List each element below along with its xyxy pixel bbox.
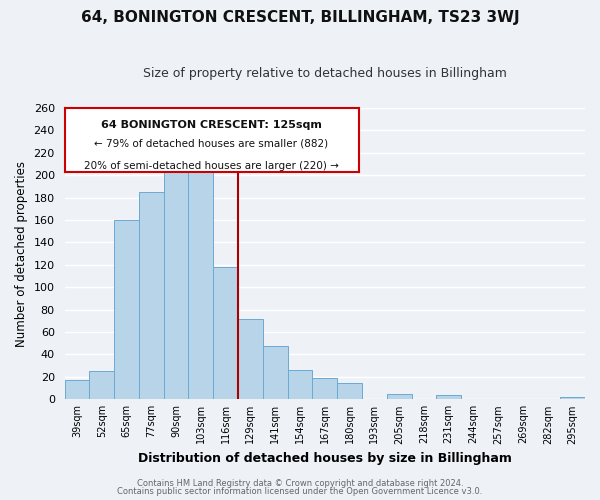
Title: Size of property relative to detached houses in Billingham: Size of property relative to detached ho… (143, 68, 507, 80)
Bar (263, 346, 287, 400)
Bar (89, 372, 114, 400)
Text: Contains public sector information licensed under the Open Government Licence v3: Contains public sector information licen… (118, 487, 482, 496)
Text: Contains HM Land Registry data © Crown copyright and database right 2024.: Contains HM Land Registry data © Crown c… (137, 478, 463, 488)
Bar (139, 192, 164, 400)
X-axis label: Distribution of detached houses by size in Billingham: Distribution of detached houses by size … (138, 452, 512, 465)
Bar (287, 370, 313, 400)
Bar (114, 220, 139, 400)
Bar (65, 380, 89, 400)
Bar (436, 395, 461, 400)
Bar (560, 397, 585, 400)
Bar (387, 394, 412, 400)
Y-axis label: Number of detached properties: Number of detached properties (15, 160, 28, 346)
Bar (213, 267, 238, 400)
Text: 64, BONINGTON CRESCENT, BILLINGHAM, TS23 3WJ: 64, BONINGTON CRESCENT, BILLINGHAM, TS23… (80, 10, 520, 25)
Bar (238, 318, 263, 400)
Bar (337, 382, 362, 400)
Bar (313, 378, 337, 400)
Bar (188, 158, 213, 400)
Bar (164, 164, 188, 400)
